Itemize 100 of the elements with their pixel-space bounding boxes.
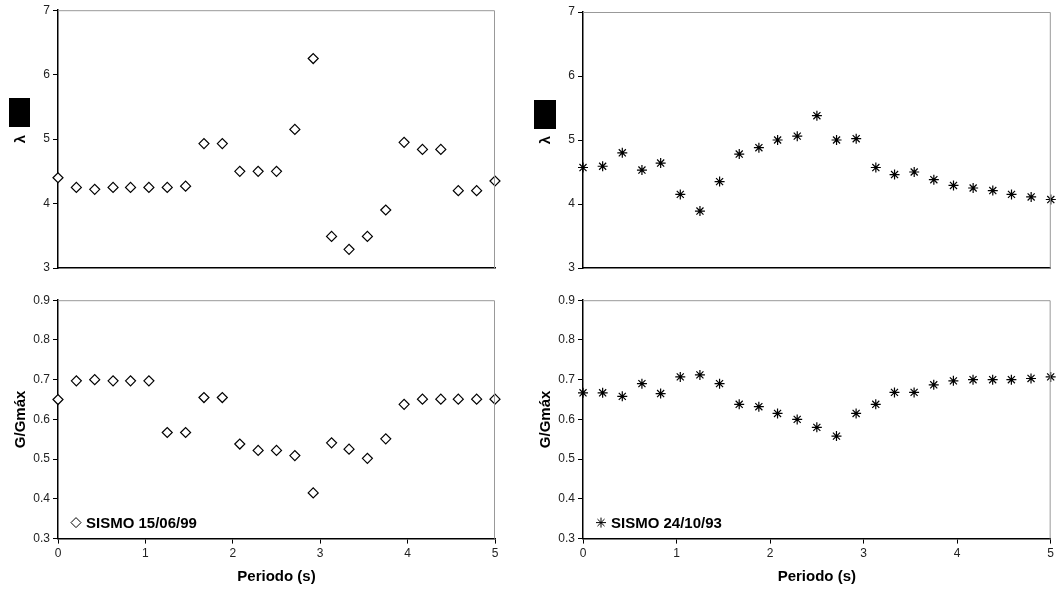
point	[325, 230, 338, 243]
point	[307, 487, 319, 499]
point	[577, 387, 589, 399]
point	[1005, 374, 1017, 386]
x-axis-title: Periodo (s)	[777, 567, 856, 585]
point	[928, 379, 940, 391]
point	[811, 110, 823, 122]
point	[89, 183, 101, 195]
point	[398, 398, 410, 410]
y-tick-label: 6	[568, 68, 576, 83]
point	[380, 204, 392, 216]
point	[161, 426, 173, 439]
point	[967, 374, 979, 386]
point	[270, 444, 283, 456]
point	[597, 160, 609, 172]
y-tick-label: 0.5	[558, 451, 576, 466]
point	[888, 168, 901, 181]
y-axis-title: G/Gmáx	[11, 389, 29, 449]
point	[616, 390, 628, 402]
point	[947, 375, 959, 387]
y-tick-label: 0.4	[558, 491, 576, 506]
y-tick-label: 3	[43, 260, 51, 275]
point	[307, 52, 319, 65]
point	[947, 179, 960, 192]
point	[471, 185, 483, 197]
y-tick-label: 0.4	[33, 491, 51, 506]
point	[52, 393, 64, 406]
y-tick-label: 5	[43, 131, 51, 146]
point	[908, 166, 920, 178]
point	[234, 165, 246, 177]
x-tick-label: 1	[142, 546, 150, 561]
y-tick-label: 6	[43, 66, 51, 81]
y-tick-label: 7	[568, 4, 576, 19]
point	[1045, 193, 1057, 206]
point	[361, 452, 373, 464]
point	[124, 375, 137, 387]
point	[435, 393, 447, 405]
point	[343, 443, 355, 455]
x-tick-label: 0	[54, 546, 62, 561]
y-tick-label: 3	[568, 260, 576, 275]
point	[270, 165, 283, 177]
point	[361, 230, 373, 243]
y-tick-label: 0.3	[558, 530, 576, 545]
point	[52, 172, 64, 184]
point	[987, 184, 999, 197]
y-tick-label: 0.5	[33, 451, 51, 466]
point	[489, 393, 501, 405]
point	[343, 243, 355, 255]
point	[380, 433, 392, 445]
point	[180, 426, 192, 439]
x-tick-label: 3	[860, 546, 868, 561]
point	[577, 161, 589, 174]
point	[987, 374, 999, 386]
point	[107, 375, 119, 387]
point	[70, 181, 82, 194]
point	[674, 188, 686, 200]
point	[1025, 191, 1037, 203]
point	[674, 371, 686, 383]
point	[161, 181, 173, 194]
point	[289, 449, 301, 462]
y-tick-label: 4	[43, 195, 51, 210]
point	[694, 205, 706, 217]
point	[870, 398, 882, 410]
point	[616, 147, 628, 159]
y-tick-label: 0.7	[558, 371, 576, 386]
point	[143, 181, 155, 194]
point	[830, 430, 843, 442]
point	[811, 421, 823, 433]
point	[198, 138, 210, 150]
point	[772, 134, 784, 146]
point	[753, 142, 765, 154]
point	[252, 165, 264, 177]
point	[216, 391, 228, 404]
point	[655, 157, 667, 169]
point	[753, 401, 765, 413]
point	[416, 143, 429, 156]
y-axis-title: λ	[11, 134, 29, 144]
point	[452, 185, 464, 197]
point	[636, 378, 648, 390]
point	[471, 393, 483, 405]
point	[597, 387, 609, 399]
point	[655, 387, 667, 400]
y-tick-label: 5	[568, 132, 576, 147]
x-tick-label: 2	[766, 546, 774, 561]
x-tick-label: 0	[579, 546, 587, 561]
point	[325, 437, 338, 449]
y-axis-title: G/Gmáx	[536, 389, 554, 449]
y-tick-label: 0.9	[33, 292, 51, 307]
point	[714, 176, 726, 188]
point	[888, 386, 901, 398]
legend-label: SISMO 24/10/93	[611, 513, 722, 531]
point	[850, 133, 862, 145]
point	[252, 444, 264, 456]
x-tick-label: 3	[316, 546, 324, 561]
point	[107, 181, 119, 194]
point	[416, 393, 429, 405]
point	[791, 413, 803, 425]
y-tick-label: 0.6	[33, 411, 51, 426]
y-tick-label: 0.8	[558, 332, 576, 347]
point	[733, 148, 745, 160]
